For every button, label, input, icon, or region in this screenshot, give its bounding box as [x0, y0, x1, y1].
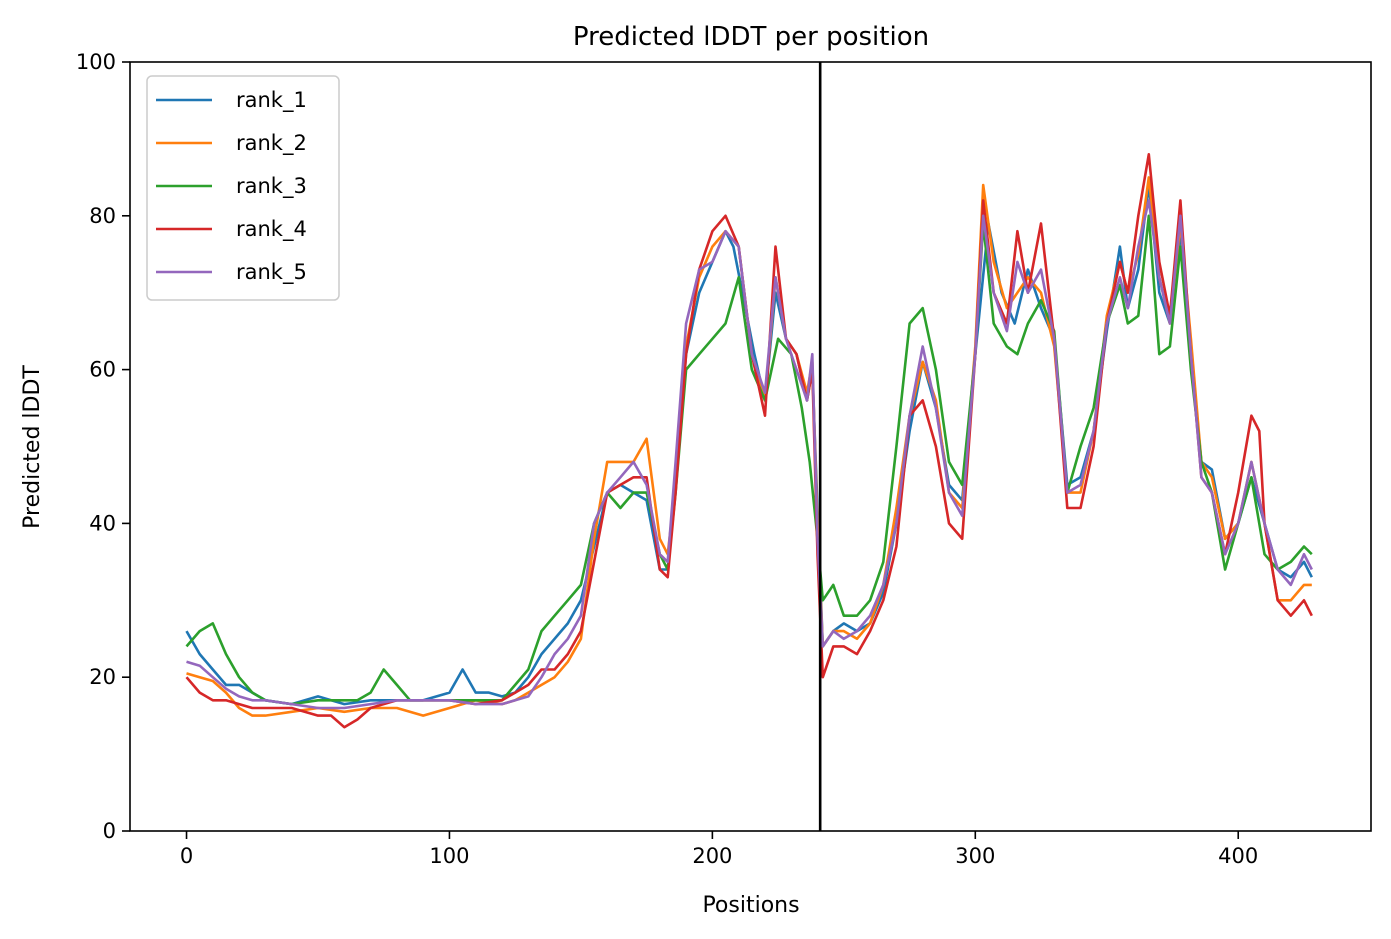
x-tick-label: 0	[180, 844, 193, 868]
axes-frame	[129, 61, 1372, 832]
y-tick-label: 80	[89, 204, 116, 228]
y-tick-label: 0	[103, 819, 116, 843]
legend-label: rank_5	[236, 260, 307, 285]
axes-layer: 0 100 200 300 400 0 20 40 60 80 100	[76, 50, 1372, 868]
chart-title: Predicted lDDT per position	[573, 22, 929, 52]
x-tick-label: 300	[955, 844, 995, 868]
x-tick-label: 400	[1218, 844, 1258, 868]
x-tick-label: 200	[692, 844, 732, 868]
y-tick-label: 60	[89, 358, 116, 382]
legend-label: rank_4	[236, 217, 307, 242]
legend-label: rank_2	[236, 131, 307, 156]
series-layer	[185, 153, 1313, 729]
y-tick-label: 100	[76, 50, 116, 74]
y-tick-label: 20	[89, 665, 116, 689]
x-tick-label: 100	[429, 844, 469, 868]
legend-label: rank_3	[236, 174, 307, 199]
y-axis-title: Predicted lDDT	[20, 365, 45, 529]
series-line-rank-5	[186, 199, 1313, 710]
legend-label: rank_1	[236, 88, 307, 113]
legend: rank_1 rank_2 rank_3 rank_4 rank_5	[146, 75, 340, 301]
y-tick-label: 40	[89, 511, 116, 535]
x-axis-title: Positions	[702, 893, 799, 918]
legend-box	[146, 75, 340, 301]
